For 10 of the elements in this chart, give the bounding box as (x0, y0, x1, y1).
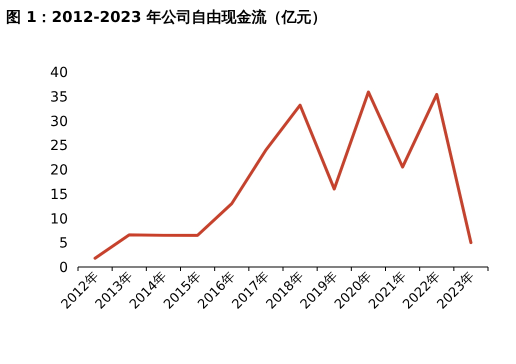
title: 图 1：2012-2023 年公司自由现金流（亿元） (6, 8, 327, 26)
y-tick-label: 25 (50, 138, 68, 154)
y-tick-label: 0 (59, 260, 68, 276)
y-tick-label: 35 (50, 89, 68, 106)
y-tick-label: 30 (50, 114, 68, 130)
y-tick-label: 10 (50, 211, 68, 228)
y-tick-label: 15 (50, 186, 68, 203)
y-tick-label: 40 (50, 65, 68, 81)
y-tick-label: 5 (59, 236, 68, 252)
y-tick-label: 20 (50, 162, 68, 178)
